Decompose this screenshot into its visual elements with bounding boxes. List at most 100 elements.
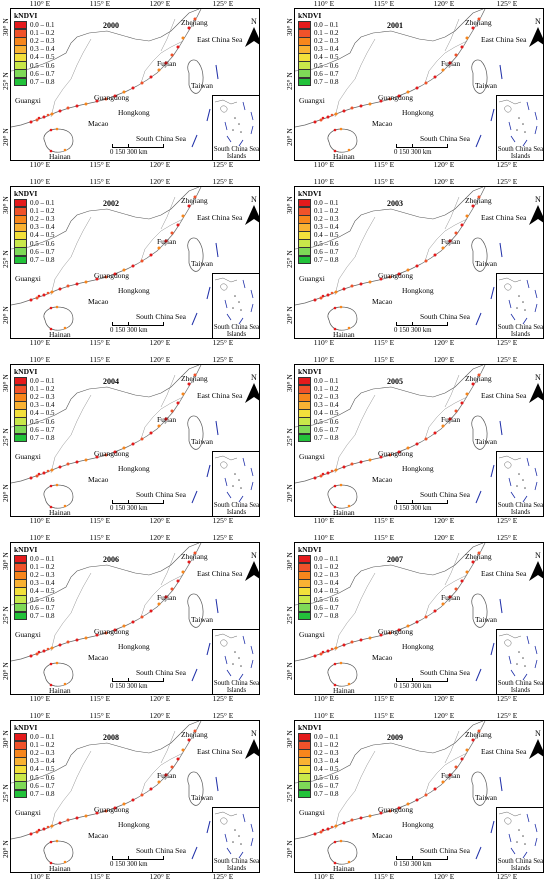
taiwan-island — [471, 771, 488, 806]
longitude-tick-label: 110° E — [313, 694, 335, 703]
map-panel-2000: 110° E 115° E 120° E 125° E — [1, 0, 262, 170]
taiwan-island — [471, 237, 488, 272]
label-south-china-sea: South China Sea — [420, 312, 470, 321]
label-hongkong: Hongkong — [402, 464, 434, 473]
longitude-axis-top: 110° E 115° E 120° E 125° E — [294, 711, 542, 720]
longitude-axis-top: 110° E 115° E 120° E 125° E — [10, 355, 258, 364]
inset-map — [214, 633, 254, 681]
legend-label: 0.3 – 0.4 — [30, 401, 55, 410]
label-guangxi: Guangxi — [299, 96, 325, 105]
longitude-tick-label: 120° E — [149, 0, 171, 8]
legend-label: 0.4 – 0.5 — [314, 587, 339, 596]
province-boundary — [334, 38, 376, 118]
province-boundary — [424, 40, 468, 84]
legend-label: 0.4 – 0.5 — [30, 53, 55, 62]
legend-label: 0.5 – 0.6 — [30, 773, 55, 782]
inset-label: South China Sea Islands — [213, 680, 260, 694]
panel-year: 2001 — [387, 21, 403, 30]
longitude-axis-top: 110° E 115° E 120° E 125° E — [10, 533, 258, 542]
legend-label: 0.2 – 0.3 — [30, 393, 55, 402]
legend-label: 0.1 – 0.2 — [30, 563, 55, 572]
inset-map — [498, 811, 538, 859]
map-panel-2003: 110° E 115° E 120° E 125° E — [285, 177, 546, 348]
label-fujian: Fujian — [157, 237, 177, 246]
legend-label: 0.0 – 0.1 — [30, 555, 55, 564]
panel-year: 2003 — [387, 199, 403, 208]
legend-label: 0.6 – 0.7 — [30, 425, 55, 434]
legend-label: 0.5 – 0.6 — [30, 595, 55, 604]
legend: kNDVI 0.0 – 0.1 0.1 – 0.2 0.2 – 0.3 0.3 – 0… — [298, 189, 339, 265]
label-east-china-sea: East China Sea — [481, 391, 527, 400]
label-zhejiang: Zhejiang — [465, 552, 492, 561]
longitude-tick-label: 115° E — [89, 533, 111, 542]
label-fujian: Fujian — [441, 237, 461, 246]
legend-item: 0.7 – 0.8 — [14, 77, 55, 87]
label-zhejiang: Zhejiang — [181, 552, 208, 561]
legend-swatch — [14, 433, 27, 443]
label-guangdong: Guangdong — [94, 449, 129, 458]
label-taiwan: Taiwan — [475, 81, 497, 90]
longitude-axis-top: 110° E 115° E 120° E 125° E — [294, 533, 542, 542]
scale-bar: 0 150 300 km — [394, 144, 450, 160]
label-south-china-sea: South China Sea — [420, 490, 470, 499]
legend-title: kNDVI — [298, 723, 322, 732]
longitude-tick-label: 115° E — [89, 516, 111, 525]
north-arrow-icon — [529, 27, 543, 47]
hainan-island — [327, 128, 358, 153]
label-zhejiang: Zhejiang — [181, 18, 208, 27]
legend-item: 0.7 – 0.8 — [298, 255, 339, 265]
latitude-tick-label: 20° N — [285, 128, 294, 146]
longitude-tick-label: 125° E — [212, 711, 234, 720]
label-hainan: Hainan — [333, 864, 355, 873]
scale-bar-label: 0 150 300 km — [110, 861, 148, 868]
legend-label: 0.7 – 0.8 — [30, 77, 55, 86]
legend-label: 0.5 – 0.6 — [314, 61, 339, 70]
longitude-tick-label: 115° E — [89, 872, 111, 881]
longitude-tick-label: 115° E — [89, 355, 111, 364]
longitude-tick-label: 120° E — [433, 338, 455, 347]
label-fujian: Fujian — [157, 59, 177, 68]
label-zhejiang: Zhejiang — [181, 196, 208, 205]
map-frame: kNDVI 0.0 – 0.1 0.1 – 0.2 0.2 – 0.3 0.3 – 0… — [294, 542, 544, 695]
north-arrow-icon — [245, 205, 259, 225]
longitude-tick-label: 110° E — [29, 0, 51, 8]
longitude-tick-label: 125° E — [496, 160, 518, 169]
label-hainan: Hainan — [333, 330, 355, 339]
legend-label: 0.5 – 0.6 — [314, 239, 339, 248]
province-boundary — [424, 396, 468, 440]
legend-label: 0.7 – 0.8 — [30, 789, 55, 798]
north-arrow-icon — [245, 739, 259, 759]
scale-bar: 0 150 300 km — [110, 856, 166, 872]
label-guangxi: Guangxi — [15, 452, 41, 461]
legend-label: 0.2 – 0.3 — [314, 215, 339, 224]
hainan-island — [43, 306, 74, 331]
panel-year: 2006 — [103, 555, 119, 564]
north-arrow-icon — [529, 383, 543, 403]
hainan-island — [43, 484, 74, 509]
legend-label: 0.0 – 0.1 — [30, 21, 55, 30]
legend-label: 0.2 – 0.3 — [314, 571, 339, 580]
longitude-tick-label: 125° E — [212, 516, 234, 525]
legend-label: 0.0 – 0.1 — [30, 199, 55, 208]
coastline-map — [11, 187, 219, 331]
legend-swatch — [14, 789, 27, 799]
scale-bar: 0 150 300 km — [110, 500, 166, 516]
label-guangdong: Guangdong — [94, 805, 129, 814]
map-panel-2006: 110° E 115° E 120° E 125° E — [1, 533, 262, 704]
latitude-tick-label: 25° N — [285, 250, 294, 268]
south-china-sea-inset: South China Sea Islands — [496, 451, 543, 516]
label-guangdong: Guangdong — [378, 271, 413, 280]
longitude-axis-bottom: 110° E 115° E 120° E 125° E — [294, 160, 542, 169]
longitude-axis-top: 110° E 115° E 120° E 125° E — [294, 177, 542, 186]
longitude-axis-bottom: 110° E 115° E 120° E 125° E — [294, 872, 542, 881]
north-arrow-label: N — [251, 17, 257, 26]
south-china-sea-inset: South China Sea Islands — [212, 807, 259, 872]
label-taiwan: Taiwan — [191, 793, 213, 802]
legend-label: 0.3 – 0.4 — [30, 45, 55, 54]
legend-label: 0.7 – 0.8 — [314, 611, 339, 620]
legend-label: 0.4 – 0.5 — [30, 587, 55, 596]
legend-label: 0.3 – 0.4 — [30, 579, 55, 588]
longitude-axis-bottom: 110° E 115° E 120° E 125° E — [10, 516, 258, 525]
mainland-coastline — [11, 187, 200, 250]
north-arrow-icon — [529, 739, 543, 759]
